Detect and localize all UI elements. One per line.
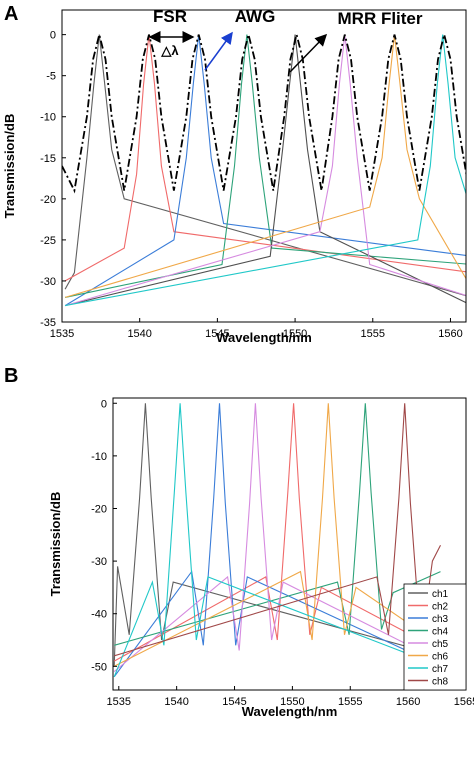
- series-line: [64, 34, 466, 307]
- x-tick-label: 1560: [438, 328, 462, 340]
- y-tick-label: -35: [40, 317, 56, 329]
- legend-label: ch1: [432, 589, 449, 600]
- series-line: [64, 34, 466, 298]
- y-axis-label: Transmission/dB: [48, 492, 63, 597]
- y-tick-label: -10: [91, 451, 107, 463]
- y-tick-label: -50: [91, 661, 107, 673]
- plot-frame: [112, 397, 467, 691]
- series-line: [113, 403, 441, 673]
- series-line: [114, 403, 441, 657]
- annotation: △λ: [160, 43, 179, 58]
- annotation: AWG: [235, 7, 276, 26]
- legend-label: ch4: [432, 627, 449, 638]
- x-tick-label: 1555: [338, 696, 362, 708]
- y-tick-label: -25: [40, 235, 56, 247]
- panel: B 0 -10 -20 -30 -40 -50 1535 1540 1545 1550 1555 156…: [4, 365, 474, 719]
- x-tick-label: 1550: [280, 696, 304, 708]
- y-tick-label: 0: [50, 30, 56, 42]
- arrow: [204, 31, 233, 71]
- legend-box: [403, 583, 467, 691]
- plot-frame: [61, 9, 467, 323]
- series-line: [113, 403, 441, 678]
- series-line: [113, 403, 441, 667]
- x-tick-label: 1540: [164, 696, 188, 708]
- legend-label: ch3: [432, 614, 449, 625]
- annotation: MRR Fliter: [338, 9, 423, 28]
- series-line: [64, 34, 466, 297]
- x-tick-label: 1545: [222, 696, 246, 708]
- y-tick-label: -10: [40, 112, 56, 124]
- series-line: [64, 34, 466, 307]
- x-tick-label: 1565: [454, 696, 474, 708]
- y-tick-label: -15: [40, 153, 56, 165]
- y-tick-label: -20: [40, 194, 56, 206]
- x-tick-label: 1560: [396, 696, 420, 708]
- x-tick-label: 1540: [127, 328, 151, 340]
- series-line: [64, 34, 466, 307]
- series-line: [113, 403, 441, 667]
- y-tick-label: -20: [91, 503, 107, 515]
- y-tick-label: -5: [46, 71, 56, 83]
- legend-label: ch7: [432, 664, 449, 675]
- series-line: [62, 34, 466, 194]
- y-axis-label: Transmission/dB: [2, 114, 17, 219]
- series-line: [113, 403, 441, 678]
- panel-label: A: [4, 3, 18, 25]
- series-line: [64, 34, 466, 307]
- x-tick-label: 1535: [107, 696, 131, 708]
- x-tick-label: 1545: [205, 328, 229, 340]
- y-tick-label: -40: [91, 609, 107, 621]
- x-tick-label: 1550: [283, 328, 307, 340]
- annotation: FSR: [153, 7, 187, 26]
- x-axis-label: Wavelength/nm: [216, 330, 312, 345]
- arrow: [289, 33, 328, 73]
- legend-label: ch8: [432, 677, 449, 688]
- series-line: [113, 403, 441, 662]
- legend-label: ch6: [432, 652, 449, 663]
- legend-label: ch5: [432, 639, 449, 650]
- panel-label: B: [4, 365, 18, 387]
- annotations: FSR △λ AWG MRR Fliter: [148, 7, 423, 73]
- x-tick-label: 1555: [361, 328, 385, 340]
- y-tick-label: 0: [101, 398, 107, 410]
- y-tick-label: -30: [40, 276, 56, 288]
- y-tick-label: -30: [91, 556, 107, 568]
- x-tick-label: 1535: [50, 328, 74, 340]
- x-axis-label: Wavelength/nm: [242, 704, 338, 719]
- legend-label: ch2: [432, 602, 449, 613]
